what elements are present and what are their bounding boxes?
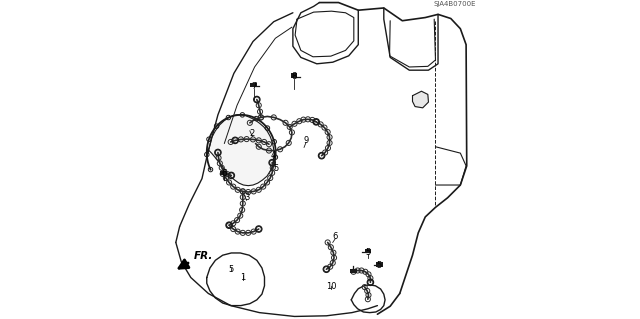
Bar <box>220 171 227 175</box>
Bar <box>250 83 257 87</box>
Text: 5: 5 <box>273 164 278 173</box>
Bar <box>350 269 356 273</box>
Text: SJA4B0700E: SJA4B0700E <box>433 1 476 7</box>
Text: 6: 6 <box>221 169 227 178</box>
Text: 7: 7 <box>251 82 257 91</box>
Text: 1: 1 <box>240 273 245 282</box>
Text: 9: 9 <box>303 136 308 145</box>
Text: 5: 5 <box>228 265 234 274</box>
Text: 4: 4 <box>271 151 276 160</box>
Text: FR.: FR. <box>194 251 213 261</box>
Text: 10: 10 <box>326 282 336 291</box>
Bar <box>376 262 383 267</box>
Text: 5: 5 <box>365 248 371 256</box>
Bar <box>365 249 371 253</box>
Text: 6: 6 <box>333 232 338 241</box>
Bar <box>291 73 297 78</box>
Text: 5: 5 <box>377 261 382 270</box>
Polygon shape <box>413 91 428 108</box>
Polygon shape <box>208 115 274 186</box>
Text: 8: 8 <box>291 72 296 81</box>
Text: 3: 3 <box>244 193 250 202</box>
Text: 2: 2 <box>250 130 255 138</box>
